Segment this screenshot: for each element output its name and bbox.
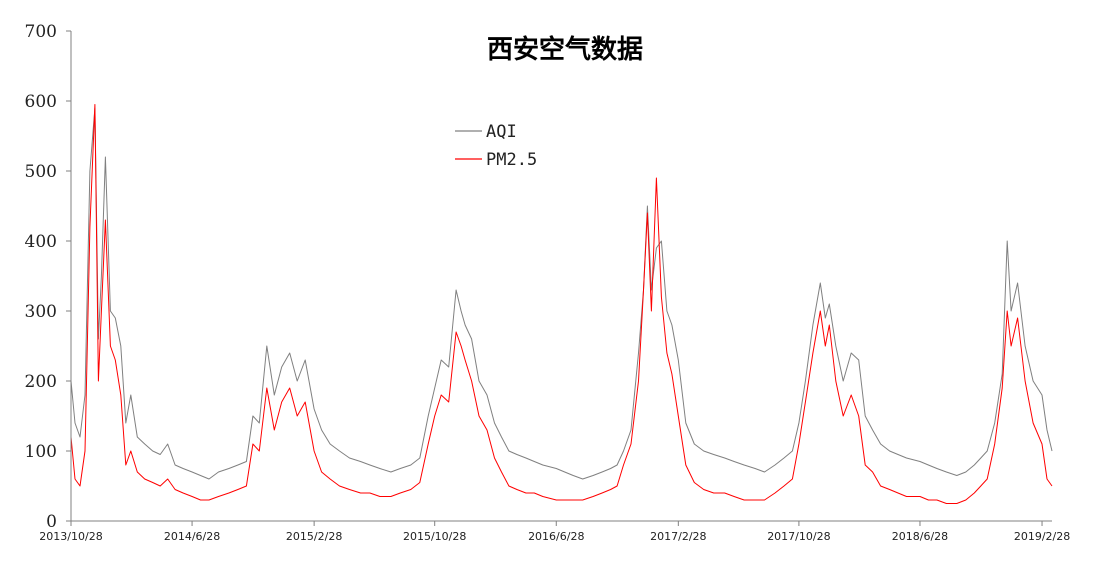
- y-tick-label: 600: [25, 92, 57, 112]
- x-tick-label: 2016/6/28: [528, 530, 584, 543]
- legend: AQI PM2.5: [455, 122, 537, 170]
- y-tick-label: 500: [25, 162, 57, 182]
- x-axis-ticks: 2013/10/28 2014/6/28 2015/2/28 2015/10/28 20…: [39, 521, 1070, 543]
- chart-title: 西安空气数据: [487, 34, 643, 65]
- y-tick-label: 0: [46, 512, 57, 532]
- x-tick-label: 2015/2/28: [286, 530, 342, 543]
- legend-label-pm25: PM2.5: [486, 150, 537, 170]
- series-line-pm25: [70, 104, 1053, 504]
- y-tick-label: 300: [25, 302, 57, 322]
- x-tick-label: 2018/6/28: [892, 530, 948, 543]
- x-tick-label: 2014/6/28: [164, 530, 220, 543]
- y-tick-label: 100: [25, 442, 57, 462]
- legend-label-aqi: AQI: [486, 122, 517, 142]
- y-tick-label: 200: [25, 372, 57, 392]
- y-tick-label: 400: [25, 232, 57, 252]
- plot-lines: [70, 104, 1053, 504]
- x-tick-label: 2017/2/28: [650, 530, 706, 543]
- x-tick-label: 2017/10/28: [767, 530, 830, 543]
- x-tick-label: 2019/2/28: [1014, 530, 1070, 543]
- x-tick-label: 2015/10/28: [403, 530, 466, 543]
- y-tick-label: 700: [25, 22, 57, 42]
- y-axis-ticks: 0 100 200 300 400 500 600 700: [25, 22, 71, 532]
- x-tick-label: 2013/10/28: [39, 530, 102, 543]
- series-line-aqi: [70, 107, 1053, 480]
